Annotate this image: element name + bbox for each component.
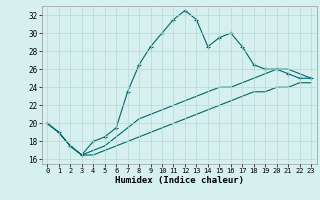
X-axis label: Humidex (Indice chaleur): Humidex (Indice chaleur): [115, 176, 244, 185]
